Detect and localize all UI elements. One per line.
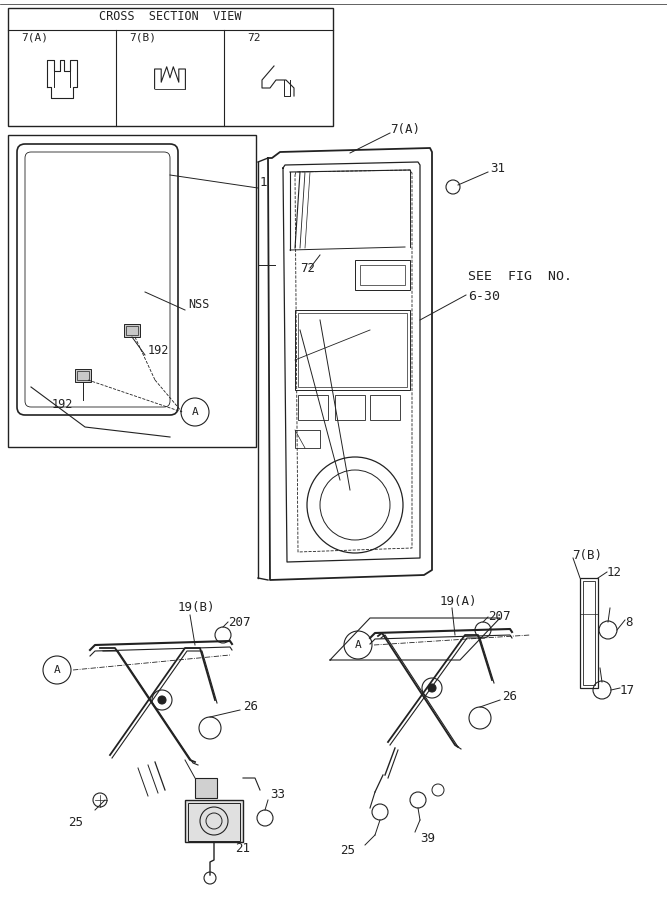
- Bar: [188, 803, 240, 841]
- Text: A: A: [53, 665, 61, 675]
- Bar: [335, 395, 365, 420]
- Bar: [8, 8, 333, 126]
- Bar: [298, 395, 328, 420]
- Text: 192: 192: [52, 399, 73, 411]
- Text: 12: 12: [607, 565, 622, 579]
- Bar: [126, 326, 138, 335]
- Text: 33: 33: [270, 788, 285, 802]
- Text: 7(A): 7(A): [21, 33, 49, 43]
- Text: 25: 25: [68, 815, 83, 829]
- Text: 7(B): 7(B): [129, 33, 157, 43]
- Text: SEE  FIG  NO.: SEE FIG NO.: [468, 270, 572, 283]
- Bar: [298, 313, 407, 387]
- Text: 26: 26: [502, 690, 517, 704]
- Text: 17: 17: [620, 683, 635, 697]
- Bar: [77, 371, 89, 380]
- Bar: [75, 369, 91, 382]
- Text: CROSS  SECTION  VIEW: CROSS SECTION VIEW: [99, 10, 241, 23]
- Bar: [295, 310, 410, 390]
- Bar: [370, 395, 400, 420]
- Text: NSS: NSS: [188, 299, 209, 311]
- Bar: [8, 135, 256, 447]
- Text: 72: 72: [247, 33, 261, 43]
- Text: 31: 31: [490, 161, 505, 175]
- Text: A: A: [355, 640, 362, 650]
- Bar: [295, 430, 320, 448]
- Text: 207: 207: [488, 610, 510, 624]
- Text: 21: 21: [235, 842, 250, 854]
- Bar: [355, 260, 410, 290]
- Text: 72: 72: [300, 262, 315, 274]
- Text: 19(B): 19(B): [178, 601, 215, 615]
- Text: 19(A): 19(A): [440, 596, 478, 608]
- Text: 1: 1: [260, 176, 267, 190]
- Text: 207: 207: [228, 616, 251, 628]
- Bar: [124, 324, 140, 337]
- Text: 6-30: 6-30: [468, 290, 500, 303]
- Text: 192: 192: [148, 344, 169, 356]
- Bar: [580, 578, 598, 688]
- Bar: [195, 778, 217, 798]
- Text: 7(A): 7(A): [390, 123, 420, 137]
- Bar: [360, 265, 405, 285]
- Text: 8: 8: [625, 616, 632, 629]
- Text: 7(B): 7(B): [572, 548, 602, 562]
- Text: 26: 26: [243, 700, 258, 714]
- Text: 39: 39: [420, 832, 435, 844]
- Circle shape: [158, 696, 166, 704]
- Bar: [185, 800, 243, 842]
- Text: A: A: [191, 407, 198, 417]
- Text: 25: 25: [340, 843, 355, 857]
- Bar: [583, 581, 595, 685]
- Circle shape: [428, 684, 436, 692]
